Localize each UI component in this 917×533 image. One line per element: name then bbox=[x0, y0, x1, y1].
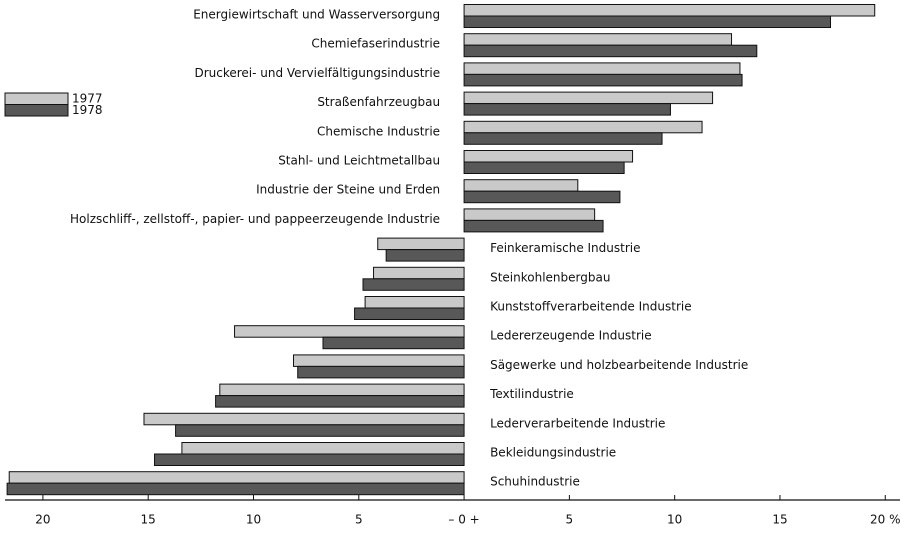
bar bbox=[463, 132, 663, 145]
category-label: Straßenfahrzeugbau bbox=[317, 95, 440, 109]
bar bbox=[362, 278, 465, 291]
category-label: Feinkeramische Industrie bbox=[490, 241, 640, 255]
bar bbox=[377, 237, 465, 251]
bar bbox=[463, 73, 743, 87]
bar bbox=[463, 120, 703, 134]
category-label: Kunststoffverarbeitende Industrie bbox=[490, 300, 692, 314]
x-tick-label: 20 bbox=[35, 513, 50, 527]
bar bbox=[297, 365, 465, 379]
bar bbox=[463, 33, 733, 46]
bar bbox=[373, 266, 465, 280]
bar bbox=[463, 15, 832, 28]
bar bbox=[463, 161, 625, 174]
category-label: Textilindustrie bbox=[489, 387, 574, 401]
bar bbox=[463, 219, 604, 233]
bar bbox=[219, 383, 465, 397]
bar bbox=[463, 62, 741, 75]
x-tick-label: 10 bbox=[246, 513, 261, 527]
bar bbox=[463, 150, 634, 163]
bar bbox=[234, 325, 465, 338]
category-label: Ledererzeugende Industrie bbox=[490, 329, 652, 343]
bar bbox=[463, 208, 596, 221]
bar bbox=[175, 424, 465, 437]
bar bbox=[463, 4, 876, 17]
x-tick-label: – 0 + bbox=[448, 513, 479, 527]
bar bbox=[322, 336, 465, 350]
category-label: Steinkohlenbergbau bbox=[490, 270, 610, 284]
bar bbox=[181, 442, 465, 455]
category-label: Chemische Industrie bbox=[317, 124, 440, 138]
bar bbox=[364, 296, 465, 309]
category-label: Holzschliff-, zellstoff-, papier- und pa… bbox=[70, 212, 440, 226]
category-label: Stahl- und Leichtmetallbau bbox=[278, 154, 440, 168]
category-label: Lederverarbeitende Industrie bbox=[490, 416, 665, 430]
category-label: Chemiefaserindustrie bbox=[311, 37, 440, 51]
bar bbox=[293, 354, 465, 367]
category-label: Sägewerke und holzbearbeitende Industrie bbox=[490, 358, 748, 372]
bar bbox=[463, 91, 714, 105]
bar bbox=[463, 190, 621, 204]
x-tick-label: 5 bbox=[355, 513, 363, 527]
x-tick-label: 10 bbox=[667, 513, 682, 527]
bar bbox=[385, 249, 465, 262]
bar bbox=[154, 453, 465, 466]
category-label: Energiewirtschaft und Wasserversorgung bbox=[193, 8, 440, 22]
category-label: Druckerei- und Vervielfältigungsindustri… bbox=[194, 66, 440, 80]
bar bbox=[463, 179, 579, 192]
x-tick-label: 5 bbox=[566, 513, 574, 527]
category-label: Industrie der Steine und Erden bbox=[256, 183, 440, 197]
legend-label: 1978 bbox=[72, 103, 103, 117]
bar bbox=[8, 471, 465, 484]
category-label: Schuhindustrie bbox=[490, 475, 580, 489]
x-tick-label: 15 bbox=[772, 513, 787, 527]
bar bbox=[463, 44, 758, 58]
x-tick-label: 15 bbox=[141, 513, 156, 527]
bar bbox=[6, 482, 465, 496]
legend-swatch bbox=[4, 104, 69, 117]
legend-swatch bbox=[4, 92, 69, 105]
bar bbox=[463, 103, 671, 116]
bar bbox=[143, 412, 465, 426]
category-label: Bekleidungsindustrie bbox=[490, 446, 616, 460]
x-tick-label: 20 % bbox=[870, 513, 901, 527]
bar bbox=[215, 395, 465, 408]
bar bbox=[354, 307, 465, 320]
legend-label: 1977 bbox=[72, 92, 103, 106]
